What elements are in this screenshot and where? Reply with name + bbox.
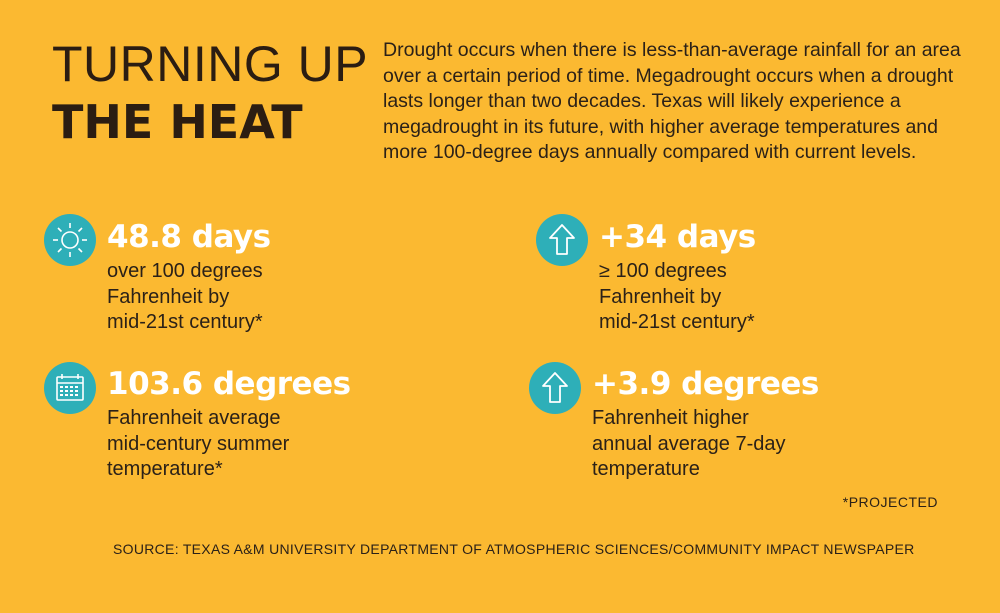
sun-icon [44,214,96,266]
stat-headline: +3.9 degrees [592,366,819,402]
arrow-up-icon [536,214,588,266]
source-credit: SOURCE: TEXAS A&M UNIVERSITY DEPARTMENT … [113,541,915,557]
calendar-icon [44,362,96,414]
title-line-2: THE HEAT [52,95,303,149]
stat-headline: +34 days [599,219,756,255]
stat-description: ≥ 100 degrees Fahrenheit by mid-21st cen… [599,260,755,333]
stat-description: over 100 degrees Fahrenheit by mid-21st … [107,260,263,333]
stat-description: Fahrenheit average mid-century summer te… [107,407,290,480]
title-line-1: TURNING UP [52,36,369,92]
arrow-up-icon [529,362,581,414]
stat-headline: 103.6 degrees [107,366,351,402]
stat-description: Fahrenheit higher annual average 7-day t… [592,407,786,480]
footnote-projected: *PROJECTED [842,494,938,510]
intro-paragraph: Drought occurs when there is less-than-a… [383,39,961,163]
stat-headline: 48.8 days [107,219,271,255]
